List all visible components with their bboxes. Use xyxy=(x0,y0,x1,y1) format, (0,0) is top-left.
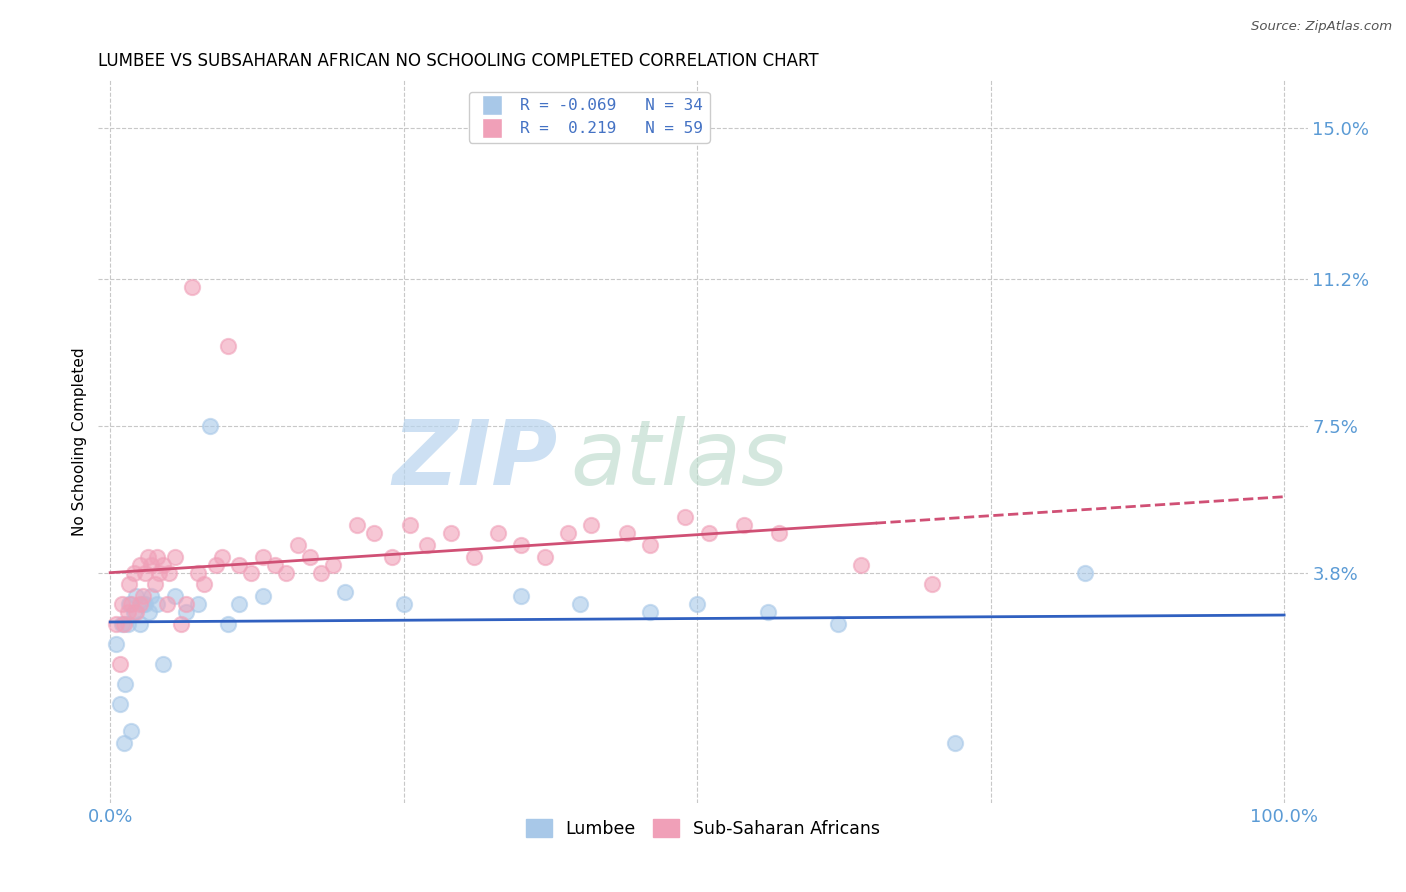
Point xyxy=(112,736,135,750)
Point xyxy=(381,549,404,564)
Point xyxy=(768,525,790,540)
Text: Source: ZipAtlas.com: Source: ZipAtlas.com xyxy=(1251,20,1392,33)
Point xyxy=(128,558,150,572)
Point xyxy=(163,549,186,564)
Point xyxy=(117,605,139,619)
Point xyxy=(169,617,191,632)
Point xyxy=(510,590,533,604)
Point xyxy=(1073,566,1095,580)
Point xyxy=(134,566,156,580)
Point xyxy=(228,597,250,611)
Point xyxy=(263,558,285,572)
Point xyxy=(311,566,333,580)
Point xyxy=(148,566,170,580)
Point xyxy=(921,577,943,591)
Point xyxy=(108,697,131,711)
Point xyxy=(557,525,579,540)
Point xyxy=(697,525,720,540)
Point xyxy=(638,538,661,552)
Point xyxy=(105,637,128,651)
Point xyxy=(398,517,420,532)
Point xyxy=(128,617,150,632)
Point xyxy=(120,724,142,739)
Point xyxy=(128,597,150,611)
Point xyxy=(322,558,344,572)
Point xyxy=(333,585,356,599)
Point xyxy=(217,617,239,632)
Point xyxy=(114,676,136,690)
Point xyxy=(122,605,145,619)
Point xyxy=(252,590,274,604)
Point xyxy=(176,605,198,619)
Point xyxy=(146,549,169,564)
Point xyxy=(141,590,163,604)
Point xyxy=(228,558,250,572)
Point xyxy=(533,549,555,564)
Point xyxy=(132,597,155,611)
Text: LUMBEE VS SUBSAHARAN AFRICAN NO SCHOOLING COMPLETED CORRELATION CHART: LUMBEE VS SUBSAHARAN AFRICAN NO SCHOOLIN… xyxy=(98,53,820,70)
Point xyxy=(756,605,779,619)
Point xyxy=(176,597,198,611)
Point xyxy=(276,566,298,580)
Point xyxy=(486,525,509,540)
Point xyxy=(346,517,368,532)
Point xyxy=(152,657,174,671)
Point xyxy=(111,597,134,611)
Point xyxy=(204,558,226,572)
Point xyxy=(138,605,160,619)
Point xyxy=(146,597,169,611)
Point xyxy=(134,597,156,611)
Point xyxy=(122,566,145,580)
Point xyxy=(141,558,163,572)
Point xyxy=(117,617,139,632)
Point xyxy=(392,597,415,611)
Point xyxy=(112,617,135,632)
Point xyxy=(416,538,439,552)
Point xyxy=(240,566,263,580)
Point xyxy=(211,549,233,564)
Point xyxy=(945,736,967,750)
Point xyxy=(287,538,309,552)
Point xyxy=(198,418,221,433)
Point xyxy=(616,525,638,540)
Point xyxy=(686,597,709,611)
Point xyxy=(363,525,385,540)
Point xyxy=(187,566,209,580)
Point xyxy=(217,339,239,353)
Point xyxy=(851,558,873,572)
Point xyxy=(463,549,485,564)
Text: ZIP: ZIP xyxy=(392,416,558,504)
Point xyxy=(187,597,209,611)
Legend: Lumbee, Sub-Saharan Africans: Lumbee, Sub-Saharan Africans xyxy=(519,812,887,845)
Point xyxy=(118,577,141,591)
Point xyxy=(193,577,215,591)
Point xyxy=(252,549,274,564)
Point xyxy=(827,617,849,632)
Point xyxy=(581,517,603,532)
Point xyxy=(155,597,177,611)
Point xyxy=(111,617,134,632)
Point xyxy=(125,590,148,604)
Point xyxy=(105,617,128,632)
Point xyxy=(439,525,461,540)
Text: atlas: atlas xyxy=(569,416,787,504)
Point xyxy=(163,590,186,604)
Y-axis label: No Schooling Completed: No Schooling Completed xyxy=(72,347,87,536)
Point xyxy=(125,605,148,619)
Point xyxy=(136,549,159,564)
Point xyxy=(157,566,180,580)
Point xyxy=(510,538,533,552)
Point xyxy=(298,549,321,564)
Point xyxy=(568,597,591,611)
Point xyxy=(638,605,661,619)
Point xyxy=(108,657,131,671)
Point xyxy=(132,590,155,604)
Point xyxy=(143,577,166,591)
Point xyxy=(152,558,174,572)
Point xyxy=(120,597,142,611)
Point xyxy=(118,597,141,611)
Point xyxy=(181,279,204,293)
Point xyxy=(733,517,755,532)
Point xyxy=(673,510,696,524)
